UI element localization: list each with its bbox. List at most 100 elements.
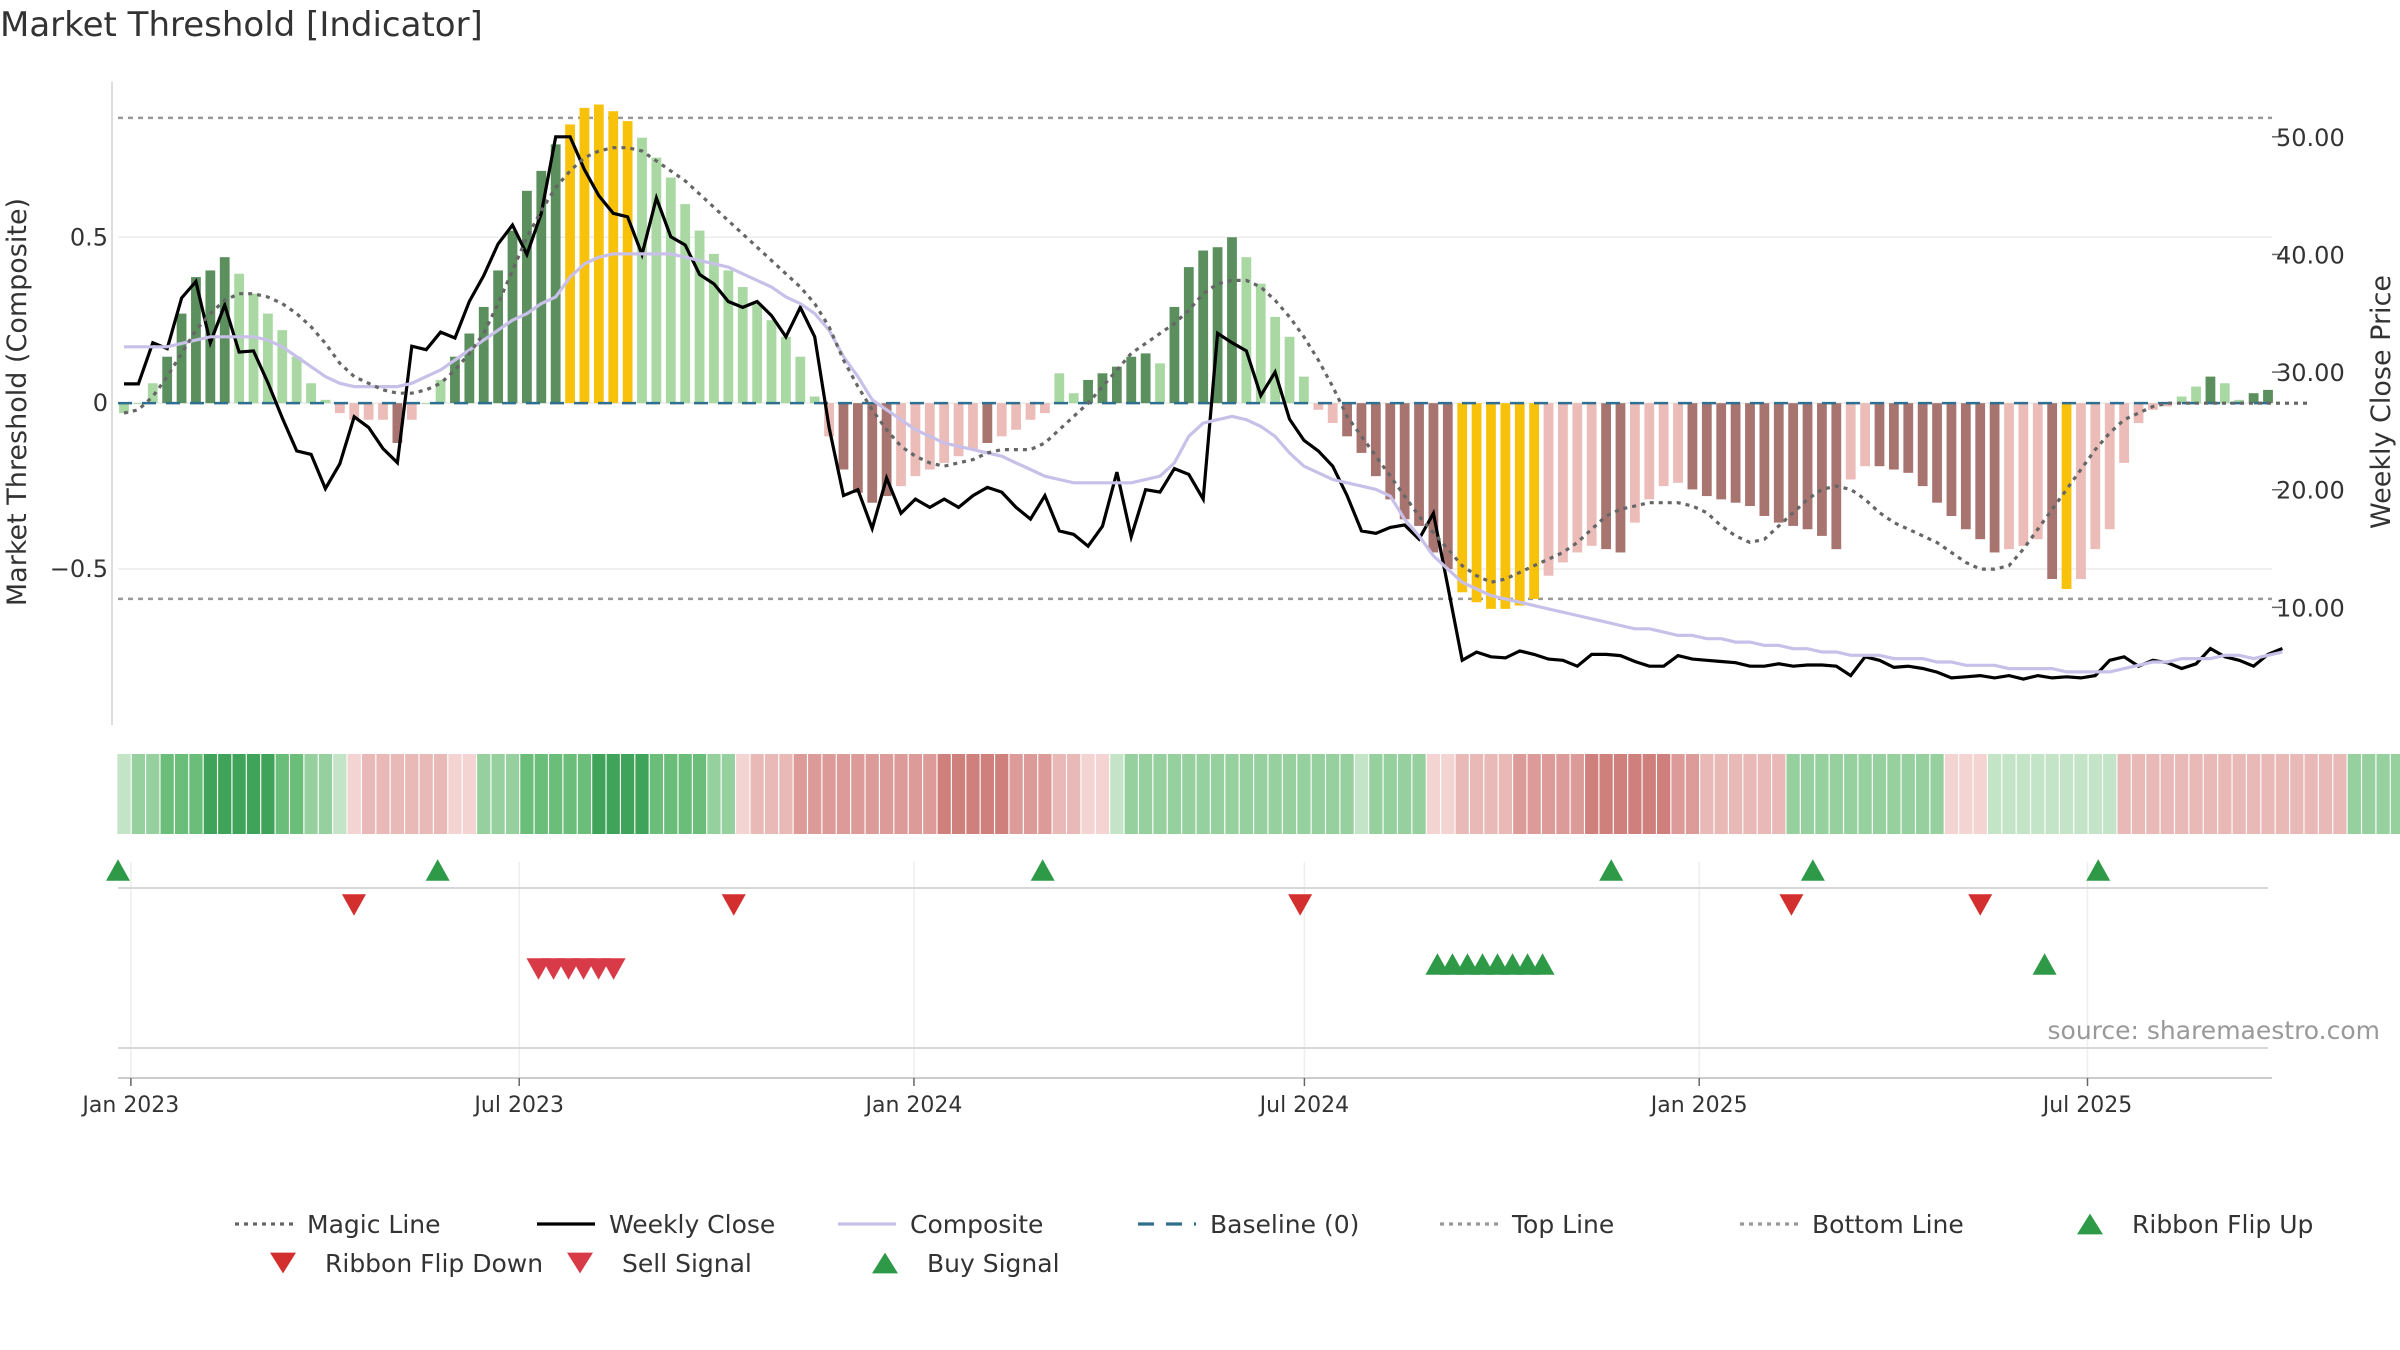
ribbon-segment <box>2074 754 2088 834</box>
ribbon-segment <box>1167 754 1182 834</box>
ribbon-segment <box>491 754 505 834</box>
composite-bar <box>507 230 518 404</box>
ribbon-segment <box>1657 754 1671 834</box>
composite-bar <box>1083 379 1093 404</box>
composite-bar <box>1687 403 1698 490</box>
composite-bar <box>1212 247 1223 404</box>
ribbon-segment <box>779 754 793 834</box>
ribbon-segment <box>2203 754 2218 834</box>
composite-bar <box>2047 403 2058 580</box>
composite-bar <box>1629 403 1640 523</box>
legend-label: Sell Signal <box>622 1249 752 1278</box>
composite-bar <box>1730 403 1741 503</box>
composite-bar <box>982 403 993 443</box>
ribbon-flip-up-marker <box>1800 859 1825 881</box>
composite-bar <box>1169 306 1180 404</box>
ribbon-segment <box>1369 754 1383 834</box>
composite-bar <box>2061 403 2072 589</box>
composite-bar <box>2090 403 2101 550</box>
composite-bar <box>996 403 1007 437</box>
composite-bar <box>709 253 719 404</box>
composite-bar <box>1845 403 1856 480</box>
ribbon-segment <box>966 754 980 834</box>
ribbon-segment <box>2117 754 2131 834</box>
ribbon-segment <box>1858 754 1872 834</box>
ribbon-segment <box>1959 754 1973 834</box>
ribbon-segment <box>1441 754 1455 834</box>
y-axis-left-label: Market Threshold (Composite) <box>2 198 33 606</box>
x-tick-label: Jul 2025 <box>2041 1093 2133 1118</box>
legend-swatch <box>2077 1213 2103 1235</box>
ribbon-segment <box>1599 754 1613 834</box>
composite-bar <box>1831 403 1842 550</box>
composite-bar <box>939 403 950 463</box>
ribbon-segment <box>1743 754 1757 834</box>
composite-bar <box>478 306 489 404</box>
ribbon-segment <box>1585 754 1599 834</box>
ribbon-segment <box>894 754 908 834</box>
ribbon-segment <box>1052 754 1066 834</box>
ribbon-segment <box>1570 754 1584 834</box>
ribbon-segment <box>1038 754 1052 834</box>
source-credit: source: sharemaestro.com <box>2048 1016 2381 1045</box>
composite-bar <box>1457 403 1468 593</box>
legend-label: Top Line <box>1511 1210 1614 1239</box>
ribbon-segment <box>2160 754 2174 834</box>
ribbon-segment <box>2246 754 2261 834</box>
composite-bar <box>680 204 691 404</box>
composite-bar <box>2205 376 2216 404</box>
buy-signal-marker <box>1425 953 1450 975</box>
composite-bar <box>1946 403 1957 516</box>
composite-bar <box>1342 403 1352 437</box>
ribbon-segment <box>189 754 203 834</box>
ribbon-segment <box>290 754 304 834</box>
composite-bar <box>1644 403 1655 500</box>
composite-bar <box>1011 403 1022 430</box>
x-tick-label: Jan 2025 <box>1649 1093 1748 1118</box>
ribbon-segment <box>664 754 678 834</box>
composite-bar <box>737 287 748 404</box>
composite-bar <box>248 293 259 404</box>
composite-bar <box>1874 403 1885 467</box>
composite-line <box>124 252 2283 674</box>
composite-bar <box>1155 363 1165 404</box>
composite-bar <box>2104 403 2115 530</box>
composite-bar <box>119 403 129 414</box>
ribbon-segment <box>390 754 405 834</box>
chart-legend: Magic Line Weekly Close Composite Baseline … <box>235 1210 2313 1278</box>
ribbon-segment <box>2189 754 2203 834</box>
composite-bar <box>1111 366 1122 404</box>
ribbon-segment <box>1987 754 2002 834</box>
ribbon-segment <box>2347 754 2361 834</box>
ribbon-segment <box>2290 754 2304 834</box>
composite-bar <box>349 403 360 420</box>
ribbon-flip-up-marker <box>1030 859 1055 881</box>
composite-bar <box>1975 403 1986 540</box>
ribbon-flip-down-marker <box>341 894 366 916</box>
composite-bar <box>766 320 777 404</box>
x-tick-label: Jul 2023 <box>472 1093 564 1118</box>
sell-signal-marker <box>556 958 581 980</box>
ribbon-segment <box>1513 754 1527 834</box>
composite-bar <box>1960 403 1971 530</box>
ribbon-segment <box>1354 754 1369 834</box>
composite-bar <box>1227 237 1237 404</box>
ribbon-segment <box>1009 754 1023 834</box>
ribbon-segment <box>505 754 520 834</box>
composite-bar <box>421 403 432 405</box>
ribbon-segment <box>1268 754 1282 834</box>
composite-bar <box>320 399 331 404</box>
ribbon-segment <box>1023 754 1038 834</box>
ribbon-segment <box>2333 754 2347 834</box>
composite-bar <box>2004 403 2014 550</box>
ribbon-segment <box>1412 754 1426 834</box>
ribbon-flip-up-marker <box>1599 859 1624 881</box>
composite-bar <box>579 107 590 404</box>
ribbon-segment <box>1498 754 1512 834</box>
buy-signal-marker <box>1515 953 1540 975</box>
ribbon-segment <box>376 754 390 834</box>
composite-bar <box>1529 403 1540 599</box>
ribbon-segment <box>808 754 822 834</box>
composite-bar <box>1414 403 1424 526</box>
